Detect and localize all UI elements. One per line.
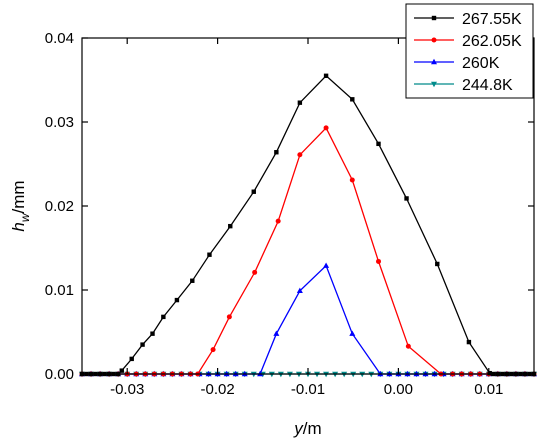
- series-line-260k: [82, 264, 534, 375]
- y-axis-var: h: [9, 222, 28, 231]
- data-point-267-55k: [376, 141, 381, 147]
- data-point-267-55k: [150, 331, 155, 336]
- y-axis-title: hw/mm: [9, 180, 32, 231]
- y-tick-label: 0.03: [45, 114, 74, 131]
- data-point-260k: [273, 330, 280, 336]
- x-tick-label: 0.00: [384, 381, 413, 398]
- y-axis-unit: /mm: [9, 180, 28, 213]
- data-point-260k: [296, 287, 303, 294]
- x-axis-title: y/m: [293, 419, 321, 438]
- x-tick-label: 0.01: [474, 381, 503, 398]
- legend-box: [405, 3, 534, 99]
- y-tick-label: 0.04: [45, 30, 74, 47]
- data-point-267-55k: [129, 356, 134, 362]
- data-point-262-05k: [323, 125, 329, 131]
- series-260k: [79, 262, 537, 377]
- data-point-267-55k: [466, 339, 472, 345]
- data-point-267-55k: [350, 97, 355, 102]
- ticks-layer: -0.03 -0.02 -0.01 0.00 0.01 0.00 0.01 0.02 0.03 0…: [45, 30, 534, 398]
- legend-marker: [431, 58, 437, 65]
- legend-label: 244.8K: [462, 77, 513, 94]
- data-point-267-55k: [174, 297, 180, 303]
- legend-marker: [431, 15, 437, 21]
- legend-marker: [431, 81, 437, 88]
- data-point-267-55k: [161, 314, 166, 320]
- data-point-267-55k: [190, 278, 195, 283]
- legend-label: 260K: [462, 55, 500, 72]
- x-axis-var: y: [293, 419, 304, 438]
- y-tick-label: 0.01: [45, 282, 74, 299]
- data-point-267-55k: [297, 100, 303, 105]
- legend-label: 267.55K: [462, 11, 522, 28]
- legend-entry-262-05k: 262.05K: [414, 33, 522, 50]
- series-267-55k: [79, 73, 537, 377]
- data-point-267-55k: [435, 261, 440, 267]
- data-point-262-05k: [275, 218, 281, 224]
- data-point-260k: [349, 330, 356, 336]
- legend-entry-260k: 260K: [414, 55, 500, 72]
- data-point-267-55k: [228, 223, 233, 229]
- x-tick-label: -0.02: [200, 381, 234, 398]
- series-layer: [79, 73, 537, 378]
- data-point-267-55k: [251, 189, 256, 194]
- data-point-262-05k: [210, 347, 216, 353]
- legend-entry-244-8k: 244.8K: [414, 77, 513, 94]
- data-point-267-55k: [274, 150, 279, 155]
- y-tick-label: 0.00: [45, 366, 74, 383]
- data-point-267-55k: [404, 196, 409, 201]
- x-tick-label: -0.01: [291, 381, 325, 398]
- data-point-260k: [323, 262, 330, 268]
- data-point-267-55k: [119, 368, 124, 373]
- legend: 267.55K 262.05K 260K 244.8K: [405, 3, 534, 99]
- data-point-262-05k: [405, 343, 411, 349]
- legend-label: 262.05K: [462, 33, 522, 50]
- data-point-262-05k: [252, 269, 258, 275]
- x-tick-label: -0.03: [110, 381, 144, 398]
- x-axis-unit: /m: [303, 419, 322, 438]
- data-point-262-05k: [349, 177, 355, 183]
- y-axis-subscript: w: [18, 212, 32, 222]
- legend-marker: [431, 37, 437, 43]
- data-point-262-05k: [226, 314, 232, 320]
- data-point-267-55k: [207, 252, 212, 257]
- data-point-267-55k: [140, 342, 145, 347]
- series-line-267-55k: [82, 74, 534, 375]
- data-point-267-55k: [323, 73, 329, 78]
- legend-entry-267-55k: 267.55K: [414, 11, 522, 28]
- data-point-262-05k: [376, 258, 382, 264]
- data-point-267-55k: [487, 370, 492, 376]
- y-tick-label: 0.02: [45, 198, 74, 215]
- data-point-262-05k: [297, 152, 303, 158]
